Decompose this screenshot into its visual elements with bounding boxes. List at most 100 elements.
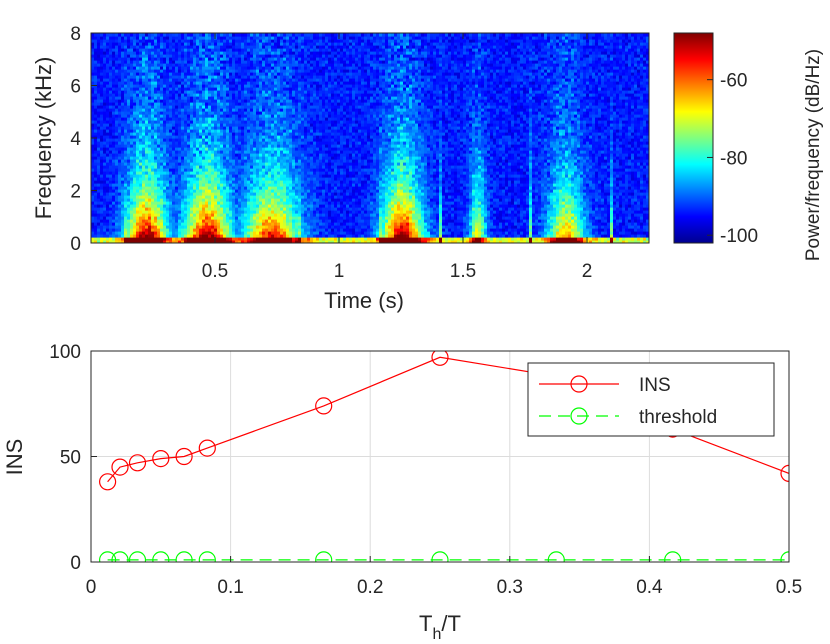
spectrogram-cell xyxy=(229,84,233,88)
spectrogram-cell xyxy=(160,96,164,100)
spectrogram-cell xyxy=(145,93,149,97)
spectrogram-cell xyxy=(214,168,218,172)
spectrogram-cell xyxy=(220,234,224,238)
spectrogram-cell xyxy=(160,60,164,64)
spectrogram-cell xyxy=(160,57,164,61)
spectrogram-cell xyxy=(211,147,215,151)
spectrogram-cell xyxy=(247,81,251,85)
spectrogram-cell xyxy=(235,144,239,148)
spectrogram-cell xyxy=(157,144,161,148)
spectrogram-cell xyxy=(91,57,95,61)
spectrogram-cell xyxy=(106,117,110,121)
spectrogram-cell xyxy=(94,147,98,151)
spectrogram-cell xyxy=(145,75,149,79)
spectrogram-cell xyxy=(127,87,131,91)
spectrogram-cell xyxy=(172,141,176,145)
spectrogram-cell xyxy=(130,150,134,154)
spectrogram-cell xyxy=(160,81,164,85)
spectrogram-cell xyxy=(214,189,218,193)
spectrogram-cell xyxy=(175,135,179,139)
spectrogram-cell xyxy=(241,240,245,243)
spectrogram-cell xyxy=(94,168,98,172)
spectrogram-cell xyxy=(91,114,95,118)
spectrogram-cell xyxy=(193,153,197,157)
spectrogram-cell xyxy=(241,141,245,145)
spectrogram-cell xyxy=(106,180,110,184)
spectrogram-cell xyxy=(190,54,194,58)
spectrogram-cell xyxy=(223,123,227,127)
spectrogram-cell xyxy=(178,204,182,208)
spectrogram-cell xyxy=(184,51,188,55)
spectrogram-cell xyxy=(202,180,206,184)
spectrogram-cell xyxy=(160,138,164,142)
spectrogram-cell xyxy=(154,60,158,64)
spectrogram-cell xyxy=(205,111,209,115)
spectrogram-cell xyxy=(190,63,194,67)
spectrogram-cell xyxy=(226,78,230,82)
spectrogram-cell xyxy=(175,144,179,148)
spectrogram-cell xyxy=(217,162,221,166)
spectrogram-cell xyxy=(112,51,116,55)
spectrogram-cell xyxy=(115,153,119,157)
spectrogram-cell xyxy=(187,60,191,64)
spectrogram-cell xyxy=(94,225,98,229)
spectrogram-cell xyxy=(202,126,206,130)
spectrogram-cell xyxy=(157,48,161,52)
spectrogram-cell xyxy=(97,198,101,202)
spectrogram-cell xyxy=(124,207,128,211)
spectrogram-cell xyxy=(244,54,248,58)
spectrogram-cell xyxy=(220,132,224,136)
spectrogram-cell xyxy=(133,228,137,232)
spectrogram-cell xyxy=(169,42,173,46)
spectrogram-cell xyxy=(94,36,98,40)
spectrogram-cell xyxy=(226,192,230,196)
spectrogram-cell xyxy=(121,147,125,151)
spectrogram-cell xyxy=(196,75,200,79)
spectrogram-cell xyxy=(181,102,185,106)
spectrogram-cell xyxy=(238,183,242,187)
spectrogram-cell xyxy=(133,42,137,46)
spectrogram-cell xyxy=(217,222,221,226)
spectrogram-cell xyxy=(226,198,230,202)
spectrogram-cell xyxy=(241,36,245,40)
spectrogram-cell xyxy=(91,99,95,103)
spectrogram-cell xyxy=(148,105,152,109)
spectrogram-cell xyxy=(232,168,236,172)
spectrogram-cell xyxy=(208,219,212,223)
spectrogram-cell xyxy=(169,96,173,100)
spectrogram-cell xyxy=(217,33,221,37)
spectrogram-cell xyxy=(163,78,167,82)
spectrogram-cell xyxy=(175,237,179,241)
spectrogram-cell xyxy=(205,210,209,214)
spectrogram-cell xyxy=(100,186,104,190)
spectrogram-cell xyxy=(142,216,146,220)
spectrogram-cell xyxy=(199,177,203,181)
spectrogram-cell xyxy=(133,48,137,52)
spectrogram-cell xyxy=(160,180,164,184)
spectrogram-cell xyxy=(100,159,104,163)
spectrogram-cell xyxy=(238,36,242,40)
spectrogram-cell xyxy=(145,111,149,115)
spectrogram-cell xyxy=(124,144,128,148)
spectrogram-cell xyxy=(148,135,152,139)
spectrogram-cell xyxy=(226,216,230,220)
spectrogram-cell xyxy=(145,162,149,166)
spectrogram-cell xyxy=(133,219,137,223)
spectrogram-cell xyxy=(160,51,164,55)
spectrogram-cell xyxy=(127,135,131,139)
spectrogram-cell xyxy=(250,195,254,199)
spectrogram-cell xyxy=(154,207,158,211)
spectrogram-cell xyxy=(148,159,152,163)
spectrogram-cell xyxy=(127,129,131,133)
spectrogram-cell xyxy=(220,222,224,226)
spectrogram-cell xyxy=(247,66,251,70)
spectrogram-cell xyxy=(166,225,170,229)
spectrogram-cell xyxy=(109,156,113,160)
spectrogram-cell xyxy=(124,147,128,151)
spectrogram-cell xyxy=(163,33,167,37)
spectrogram-cell xyxy=(112,219,116,223)
spectrogram-cell xyxy=(223,153,227,157)
spectrogram-cell xyxy=(115,201,119,205)
spectrogram-cell xyxy=(223,192,227,196)
spectrogram-cell xyxy=(160,78,164,82)
